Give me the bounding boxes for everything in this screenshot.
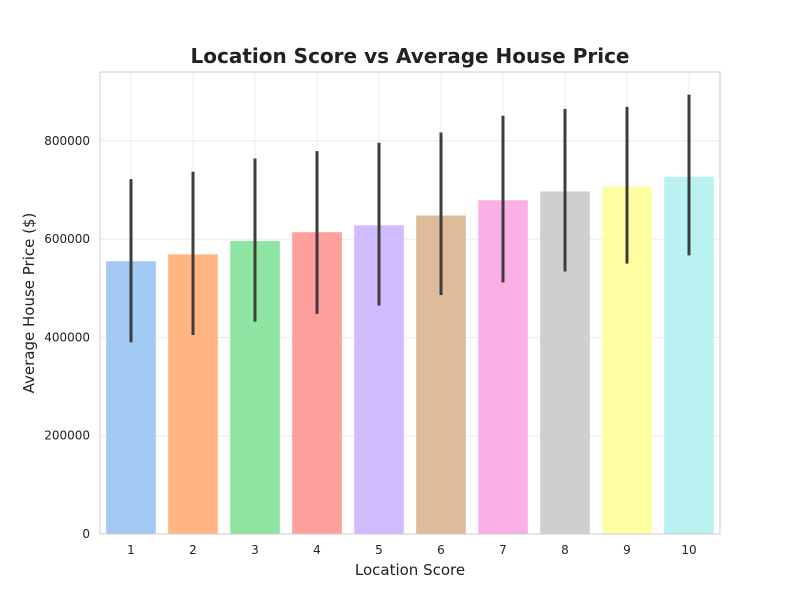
chart-title: Location Score vs Average House Price [190, 44, 629, 68]
y-tick-label: 0 [82, 527, 90, 541]
y-tick-label: 600000 [44, 232, 90, 246]
plot-frame [99, 71, 721, 535]
x-tick-labels: 1 2 3 4 5 6 7 8 9 10 [127, 543, 696, 557]
x-tick-label: 5 [375, 543, 383, 557]
x-tick-label: 7 [499, 543, 507, 557]
x-tick-label: 4 [313, 543, 321, 557]
x-tick-label: 6 [437, 543, 445, 557]
y-axis-label: Average House Price ($) [20, 213, 38, 394]
x-tick-label: 3 [251, 543, 259, 557]
y-tick-label: 200000 [44, 429, 90, 443]
x-tick-label: 8 [561, 543, 569, 557]
x-axis-label: Location Score [355, 561, 465, 579]
y-tick-label: 800000 [44, 134, 90, 148]
y-tick-labels: 0 200000 400000 600000 800000 [44, 134, 90, 541]
x-tick-label: 9 [623, 543, 631, 557]
y-tick-label: 400000 [44, 330, 90, 344]
plot-border [99, 71, 721, 535]
x-tick-label: 10 [681, 543, 696, 557]
x-tick-label: 1 [127, 543, 135, 557]
x-tick-label: 2 [189, 543, 197, 557]
bars [106, 176, 714, 535]
error-bars [129, 94, 691, 343]
